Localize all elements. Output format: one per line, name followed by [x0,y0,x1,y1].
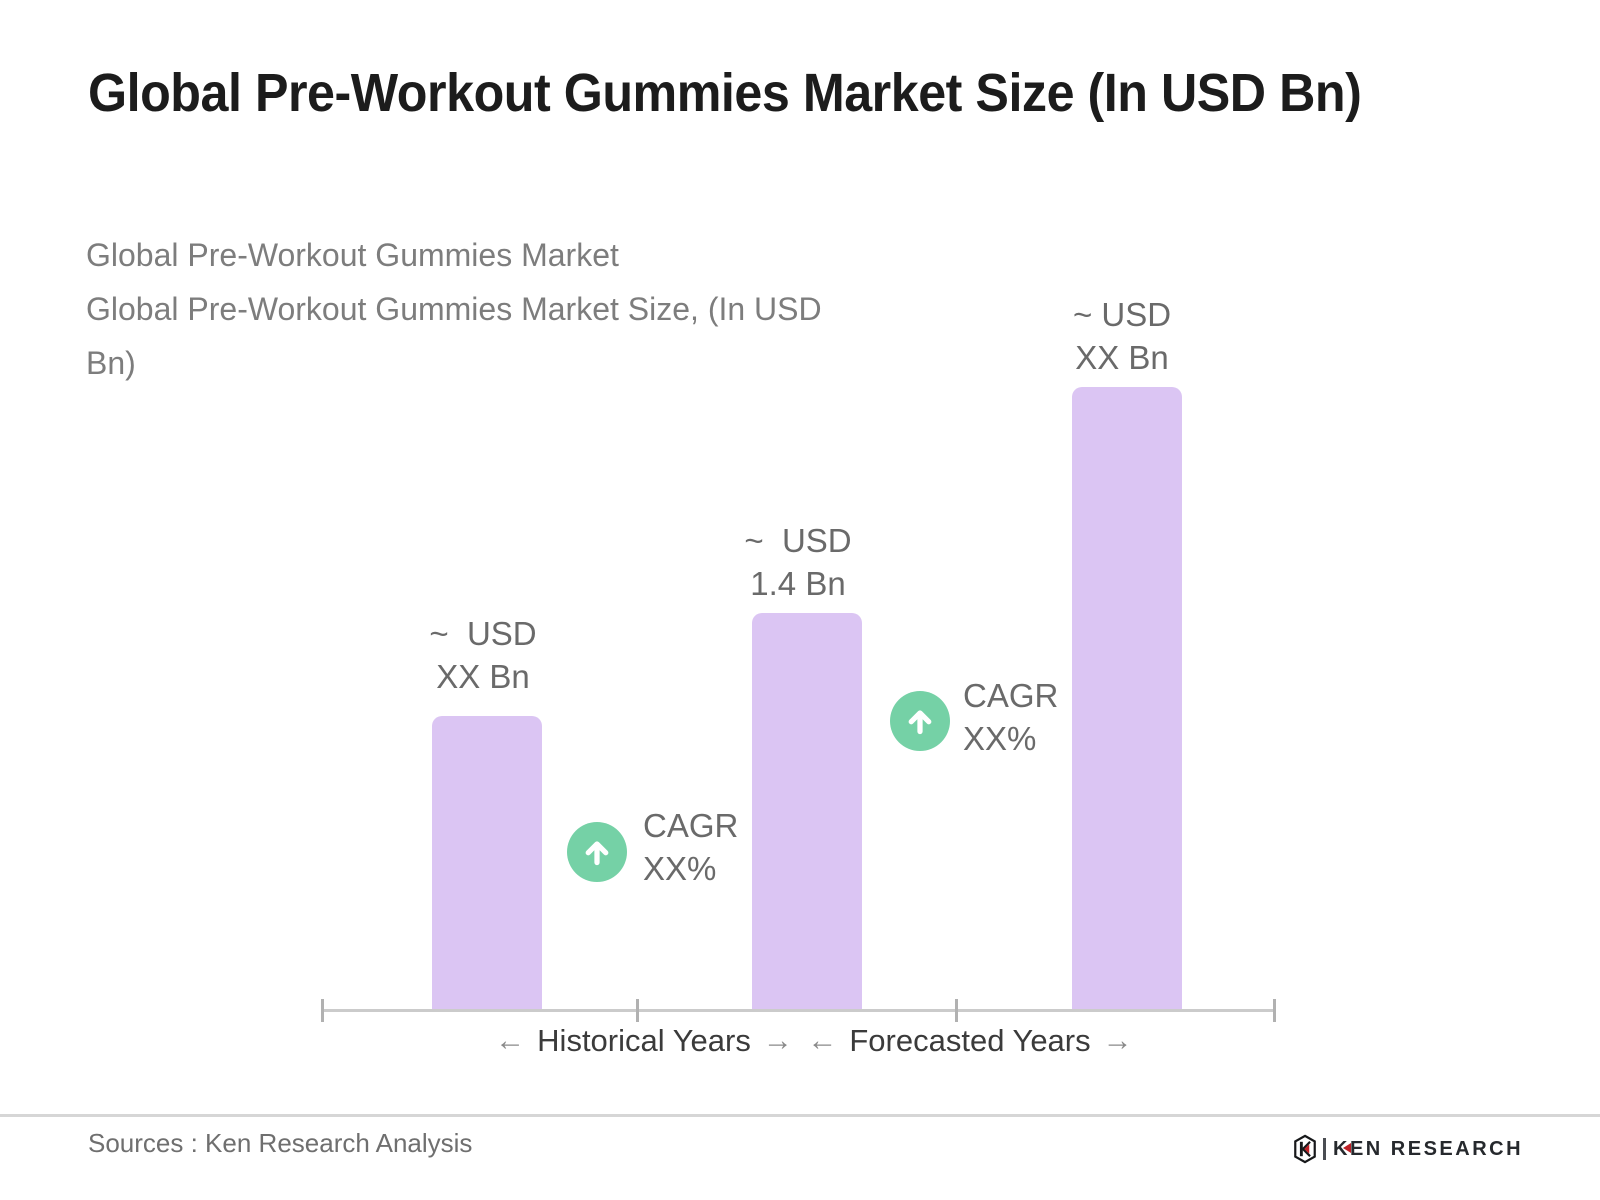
subtitle-line-2: Global Pre-Workout Gummies Market Size, … [86,291,822,327]
x-axis-section-historical: ← Historical Years → [494,1020,794,1062]
arrow-left-icon: ← [495,1024,526,1057]
page-title: Global Pre-Workout Gummies Market Size (… [88,63,1362,123]
bar-value-label-2-line2: 1.4 Bn [750,565,846,602]
arrow-up-icon [908,710,932,735]
arrow-right-icon: → [762,1024,793,1057]
cagr-text-1-label: CAGR [643,807,739,844]
cagr-text-1-value: XX% [643,850,717,887]
ken-research-logo-icon [1294,1134,1316,1164]
x-axis-tick-2 [636,999,639,1022]
cagr-badge-2 [890,691,950,751]
cagr-text-2-value: XX% [963,720,1037,757]
bar-historical-start [432,716,542,1009]
cagr-text-2: CAGR XX% [963,674,1058,760]
chart-subtitle: Global Pre-Workout Gummies Market Global… [86,228,822,390]
x-axis-section-forecasted: ← Forecasted Years → [806,1020,1134,1062]
subtitle-line-1: Global Pre-Workout Gummies Market [86,237,619,273]
ken-research-logo: KEN RESEARCH [1294,1134,1523,1164]
cagr-text-1: CAGR XX% [643,804,738,890]
bar-value-label-1: ~ USD XX Bn [353,612,613,698]
footer-divider [0,1114,1600,1117]
x-axis-tick-4 [1273,999,1276,1022]
forecasted-years-label: Forecasted Years [849,1023,1091,1058]
arrow-right-icon: → [1102,1024,1133,1057]
bar-value-label-1-line1: ~ USD [429,615,537,652]
logo-wordmark-text: KEN RESEARCH [1333,1137,1524,1160]
bar-historical-end [752,613,862,1009]
x-axis-tick-1 [321,999,324,1022]
arrow-up-icon [585,841,609,866]
bar-value-label-3: ~ USD XX Bn [992,293,1252,379]
x-axis-tick-3 [955,999,958,1022]
cagr-text-2-label: CAGR [963,677,1059,714]
bar-value-label-2: ~ USD 1.4 Bn [668,519,928,605]
cagr-badge-1 [567,822,627,882]
bar-value-label-3-line2: XX Bn [1075,339,1169,376]
historical-years-label: Historical Years [537,1023,751,1058]
x-axis-line [322,1009,1275,1012]
bar-value-label-3-line1: ~ USD [1072,296,1172,333]
subtitle-line-3: Bn) [86,345,136,381]
sources-note: Sources : Ken Research Analysis [88,1128,473,1158]
logo-wordmark: KEN RESEARCH [1333,1138,1523,1161]
arrow-left-icon: ← [807,1024,838,1057]
bar-value-label-1-line2: XX Bn [436,658,530,695]
bar-value-label-2-line1: ~ USD [744,522,852,559]
logo-red-triangle [1343,1142,1351,1153]
logo-divider [1323,1138,1326,1160]
bar-forecast [1072,387,1182,1009]
